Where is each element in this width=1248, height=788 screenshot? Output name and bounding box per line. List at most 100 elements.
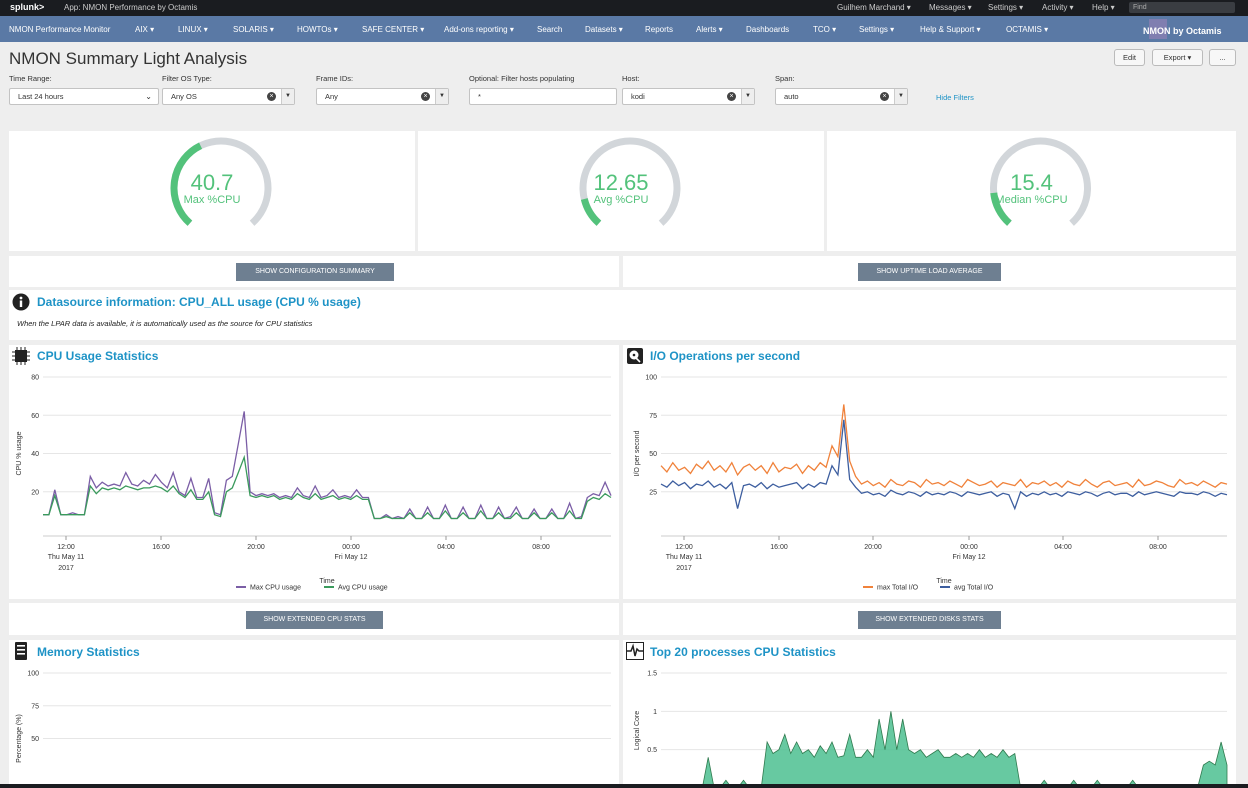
nav-datasets[interactable]: Datasets ▾ [585,25,623,34]
x-axis-label: Time [319,578,334,585]
time-range-select[interactable]: Last 24 hours ⌄ [9,88,159,105]
cpu-panel-title: CPU Usage Statistics [37,349,159,363]
series-line-1[interactable] [660,419,1228,511]
gauge-fill [990,192,1012,226]
messages-menu[interactable]: Messages ▾ [929,3,972,12]
y-tick-label: 25 [649,489,657,496]
gauge-max-cpu [170,137,272,226]
gauge-panel-avg-cpu: 12.65 Avg %CPU [418,131,824,251]
y-axis-label: I/O per second [634,430,641,476]
show-uptime-load-average-button[interactable]: SHOW UPTIME LOAD AVERAGE [858,263,1001,281]
y-tick-label: 1.5 [647,671,657,678]
memory-panel-title: Memory Statistics [37,645,140,659]
x-date-label: 2017 [58,565,74,572]
x-tick-label: 12:00 [57,544,75,551]
gauge-value: 12.65 [593,170,649,195]
gauge-value: 15.4 [1010,170,1053,195]
legend-item[interactable]: avg Total I/O [954,585,994,592]
os-type-select[interactable]: Any OS × ▼ [162,88,295,105]
nav-aix[interactable]: AIX ▾ [135,25,155,34]
dropdown-arrow-icon[interactable]: ▼ [435,89,448,104]
config-summary-panel: SHOW CONFIGURATION SUMMARY [9,256,619,287]
nav-howtos[interactable]: HOWTOs ▾ [297,25,338,34]
gauge-label: Max %CPU [183,194,241,206]
cpu-usage-panel: CPU Usage Statistics 20 40 60 80 CPU % usage… [9,345,619,599]
nav-dashboards[interactable]: Dashboards [746,25,790,34]
settings-menu[interactable]: Settings ▾ [988,3,1024,12]
series-line-0[interactable] [43,411,612,520]
edit-button[interactable]: Edit [1114,49,1145,66]
octamis-brand-logo: NMON by Octamis [1143,19,1243,40]
x-tick-label: 08:00 [1149,544,1167,551]
x-date-label: Fri May 12 [952,554,985,561]
more-actions-button[interactable]: ... [1209,49,1236,66]
hosts-filter-input[interactable]: * [469,88,617,105]
help-menu[interactable]: Help ▾ [1092,3,1115,12]
io-panel-title: I/O Operations per second [650,349,801,363]
span-label: Span: [775,74,795,83]
info-icon [12,293,30,311]
show-extended-disks-stats-button[interactable]: SHOW EXTENDED DISKS STATS [858,611,1001,629]
app-selector[interactable]: App: NMON Performance by Octamis [64,3,198,12]
nav-tco[interactable]: TCO ▾ [813,25,837,34]
splunk-top-bar: splunk> App: NMON Performance by Octamis… [0,0,1248,16]
series-line-1[interactable] [43,454,612,520]
bottom-bar [0,784,1248,788]
clear-icon[interactable]: × [880,92,889,101]
y-tick-label: 0.5 [647,747,657,754]
legend-item[interactable]: max Total I/O [877,585,919,592]
activity-menu[interactable]: Activity ▾ [1042,3,1074,12]
datasource-info-panel: Datasource information: CPU_ALL usage (C… [9,290,1236,340]
y-tick-label: 60 [31,413,39,420]
gauge-label: Median %CPU [995,194,1068,206]
nav-solaris[interactable]: SOLARIS ▾ [233,25,274,34]
export-button[interactable]: Export ▾ [1152,49,1203,66]
clear-icon[interactable]: × [267,92,276,101]
x-tick-label: 20:00 [247,544,265,551]
nav-addons-reporting[interactable]: Add-ons reporting ▾ [444,25,514,34]
host-select[interactable]: kodi × ▼ [622,88,755,105]
x-tick-label: 16:00 [770,544,788,551]
dropdown-arrow-icon[interactable]: ▼ [281,89,294,104]
x-axis-label: Time [936,578,951,585]
user-menu[interactable]: Guilhem Marchand ▾ [837,3,911,12]
gauge-fill [170,142,203,226]
nav-linux[interactable]: LINUX ▾ [178,25,208,34]
show-configuration-summary-button[interactable]: SHOW CONFIGURATION SUMMARY [236,263,394,281]
nav-safe-center[interactable]: SAFE CENTER ▾ [362,25,425,34]
span-select[interactable]: auto × ▼ [775,88,908,105]
splunk-logo[interactable]: splunk> [10,2,45,12]
gauge-panel-median-cpu: 15.4 Median %CPU [827,131,1236,251]
legend-item[interactable]: Avg CPU usage [338,585,388,592]
series-line-0[interactable] [660,404,1228,489]
memory-chart: 50 75 100 Percentage (%) [16,671,611,763]
y-tick-label: 80 [31,375,39,382]
x-tick-label: 04:00 [1054,544,1072,551]
nav-reports[interactable]: Reports [645,25,674,34]
app-title[interactable]: NMON Performance Monitor [9,25,111,34]
nav-alerts[interactable]: Alerts ▾ [696,25,723,34]
io-operations-panel: I/O Operations per second 25 50 75 100 I/O p… [623,345,1236,599]
clear-icon[interactable]: × [727,92,736,101]
nav-settings[interactable]: Settings ▾ [859,25,895,34]
datasource-text: When the LPAR data is available, it is a… [17,319,313,328]
hide-filters-link[interactable]: Hide Filters [936,93,974,102]
find-input[interactable]: Find [1129,2,1235,13]
x-tick-label: 16:00 [152,544,170,551]
x-date-label: 2017 [676,565,692,572]
x-tick-label: 00:00 [342,544,360,551]
show-extended-cpu-stats-button[interactable]: SHOW EXTENDED CPU STATS [246,611,383,629]
top-processes-chart: 0.5 1 1.5 Logical Core [634,671,1228,788]
nav-octamis[interactable]: OCTAMIS ▾ [1006,25,1049,34]
x-date-label: Thu May 11 [48,554,85,561]
dropdown-arrow-icon[interactable]: ▼ [894,89,907,104]
clear-icon[interactable]: × [421,92,430,101]
x-tick-label: 08:00 [532,544,550,551]
activity-icon [626,642,644,660]
frame-ids-select[interactable]: Any × ▼ [316,88,449,105]
nav-search[interactable]: Search [537,25,563,34]
dropdown-arrow-icon[interactable]: ▼ [741,89,754,104]
legend-item[interactable]: Max CPU usage [250,585,301,592]
x-tick-label: 04:00 [437,544,455,551]
nav-help-support[interactable]: Help & Support ▾ [920,25,981,34]
